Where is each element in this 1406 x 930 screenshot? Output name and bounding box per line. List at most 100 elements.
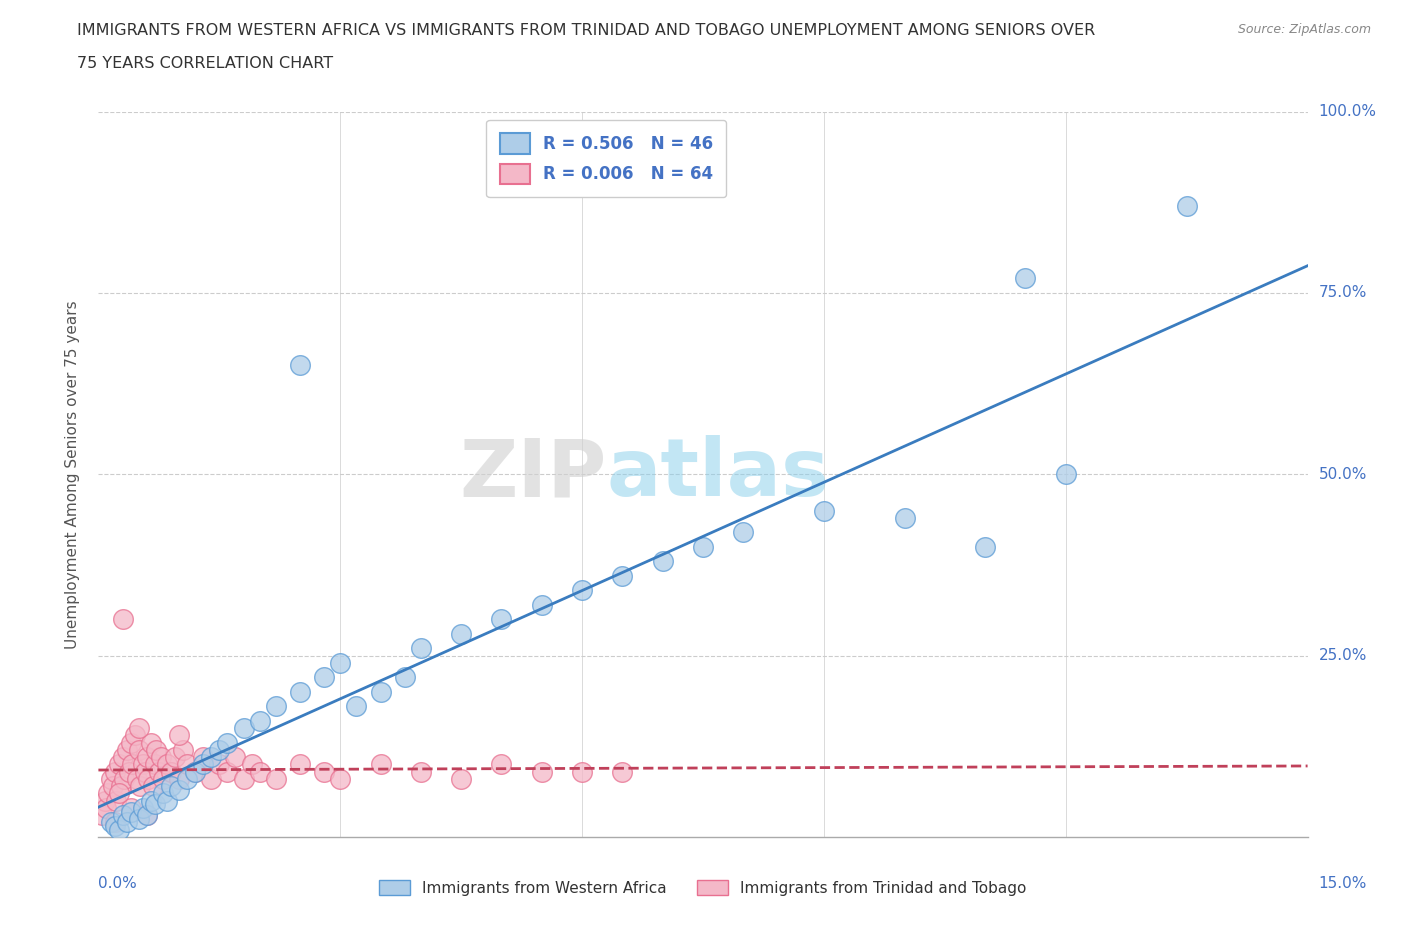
Point <box>134 764 156 779</box>
Point <box>1054 467 1077 482</box>
Point <box>491 757 513 772</box>
Point <box>409 641 432 656</box>
Point <box>370 684 392 699</box>
Text: 0.0%: 0.0% <box>98 876 138 891</box>
Point <box>200 750 222 764</box>
Point <box>156 757 179 772</box>
Point <box>813 503 835 518</box>
Text: atlas: atlas <box>606 435 830 513</box>
Point <box>97 786 120 801</box>
Text: 50.0%: 50.0% <box>1319 467 1367 482</box>
Point <box>111 612 134 627</box>
Point <box>394 670 416 684</box>
Point <box>107 786 129 801</box>
Point <box>132 801 155 816</box>
Point <box>193 750 215 764</box>
Point <box>264 699 287 714</box>
Point <box>128 742 150 757</box>
Point <box>176 757 198 772</box>
Point <box>142 778 165 793</box>
Point <box>288 684 311 699</box>
Point <box>184 764 207 779</box>
Point <box>264 772 287 787</box>
Point <box>135 750 157 764</box>
Point <box>249 764 271 779</box>
Point <box>232 721 254 736</box>
Point <box>208 757 231 772</box>
Point <box>135 808 157 823</box>
Point <box>288 757 311 772</box>
Point <box>217 736 239 751</box>
Text: ZIP: ZIP <box>458 435 606 513</box>
Point <box>135 808 157 823</box>
Point <box>612 764 634 779</box>
Point <box>100 815 122 830</box>
Point <box>167 772 190 787</box>
Point <box>118 764 141 779</box>
Point <box>94 793 117 808</box>
Text: 75 YEARS CORRELATION CHART: 75 YEARS CORRELATION CHART <box>77 56 333 71</box>
Point <box>370 757 392 772</box>
Point <box>172 742 194 757</box>
Text: IMMIGRANTS FROM WESTERN AFRICA VS IMMIGRANTS FROM TRINIDAD AND TOBAGO UNEMPLOYME: IMMIGRANTS FROM WESTERN AFRICA VS IMMIGR… <box>77 23 1095 38</box>
Point <box>571 583 593 598</box>
Point <box>103 818 125 833</box>
Point <box>530 764 553 779</box>
Point <box>692 539 714 554</box>
Point <box>329 656 352 671</box>
Point <box>111 808 134 823</box>
Point <box>200 772 222 787</box>
Point <box>110 778 132 793</box>
Point <box>733 525 755 539</box>
Point <box>217 764 239 779</box>
Point <box>409 764 432 779</box>
Point <box>176 772 198 787</box>
Point <box>128 721 150 736</box>
Point <box>107 757 129 772</box>
Point <box>1175 198 1198 213</box>
Point <box>127 772 149 787</box>
Point <box>491 612 513 627</box>
Point <box>530 597 553 612</box>
Point <box>124 728 146 743</box>
Point <box>612 568 634 583</box>
Point <box>160 764 183 779</box>
Point <box>128 811 150 827</box>
Y-axis label: Unemployment Among Seniors over 75 years: Unemployment Among Seniors over 75 years <box>65 300 80 648</box>
Point <box>91 808 114 823</box>
Point <box>115 742 138 757</box>
Point <box>163 750 186 764</box>
Point <box>240 757 263 772</box>
Point <box>893 511 915 525</box>
Point <box>314 670 336 684</box>
Point <box>138 772 160 787</box>
Point <box>167 782 190 797</box>
Text: 15.0%: 15.0% <box>1319 876 1367 891</box>
Text: 100.0%: 100.0% <box>1319 104 1376 119</box>
Point <box>232 772 254 787</box>
Point <box>224 750 246 764</box>
Point <box>121 757 143 772</box>
Point <box>143 797 166 812</box>
Text: 25.0%: 25.0% <box>1319 648 1367 663</box>
Point <box>150 750 173 764</box>
Point <box>651 554 673 569</box>
Point <box>329 772 352 787</box>
Point <box>314 764 336 779</box>
Point <box>148 764 170 779</box>
Point <box>143 757 166 772</box>
Point <box>129 778 152 793</box>
Point <box>450 627 472 642</box>
Point <box>974 539 997 554</box>
Point <box>112 772 135 787</box>
Point <box>139 793 162 808</box>
Point <box>208 742 231 757</box>
Point <box>450 772 472 787</box>
Point <box>288 358 311 373</box>
Point <box>1014 271 1036 286</box>
Point <box>103 764 125 779</box>
Point <box>249 713 271 728</box>
Point <box>96 801 118 816</box>
Point <box>100 772 122 787</box>
Point <box>107 822 129 837</box>
